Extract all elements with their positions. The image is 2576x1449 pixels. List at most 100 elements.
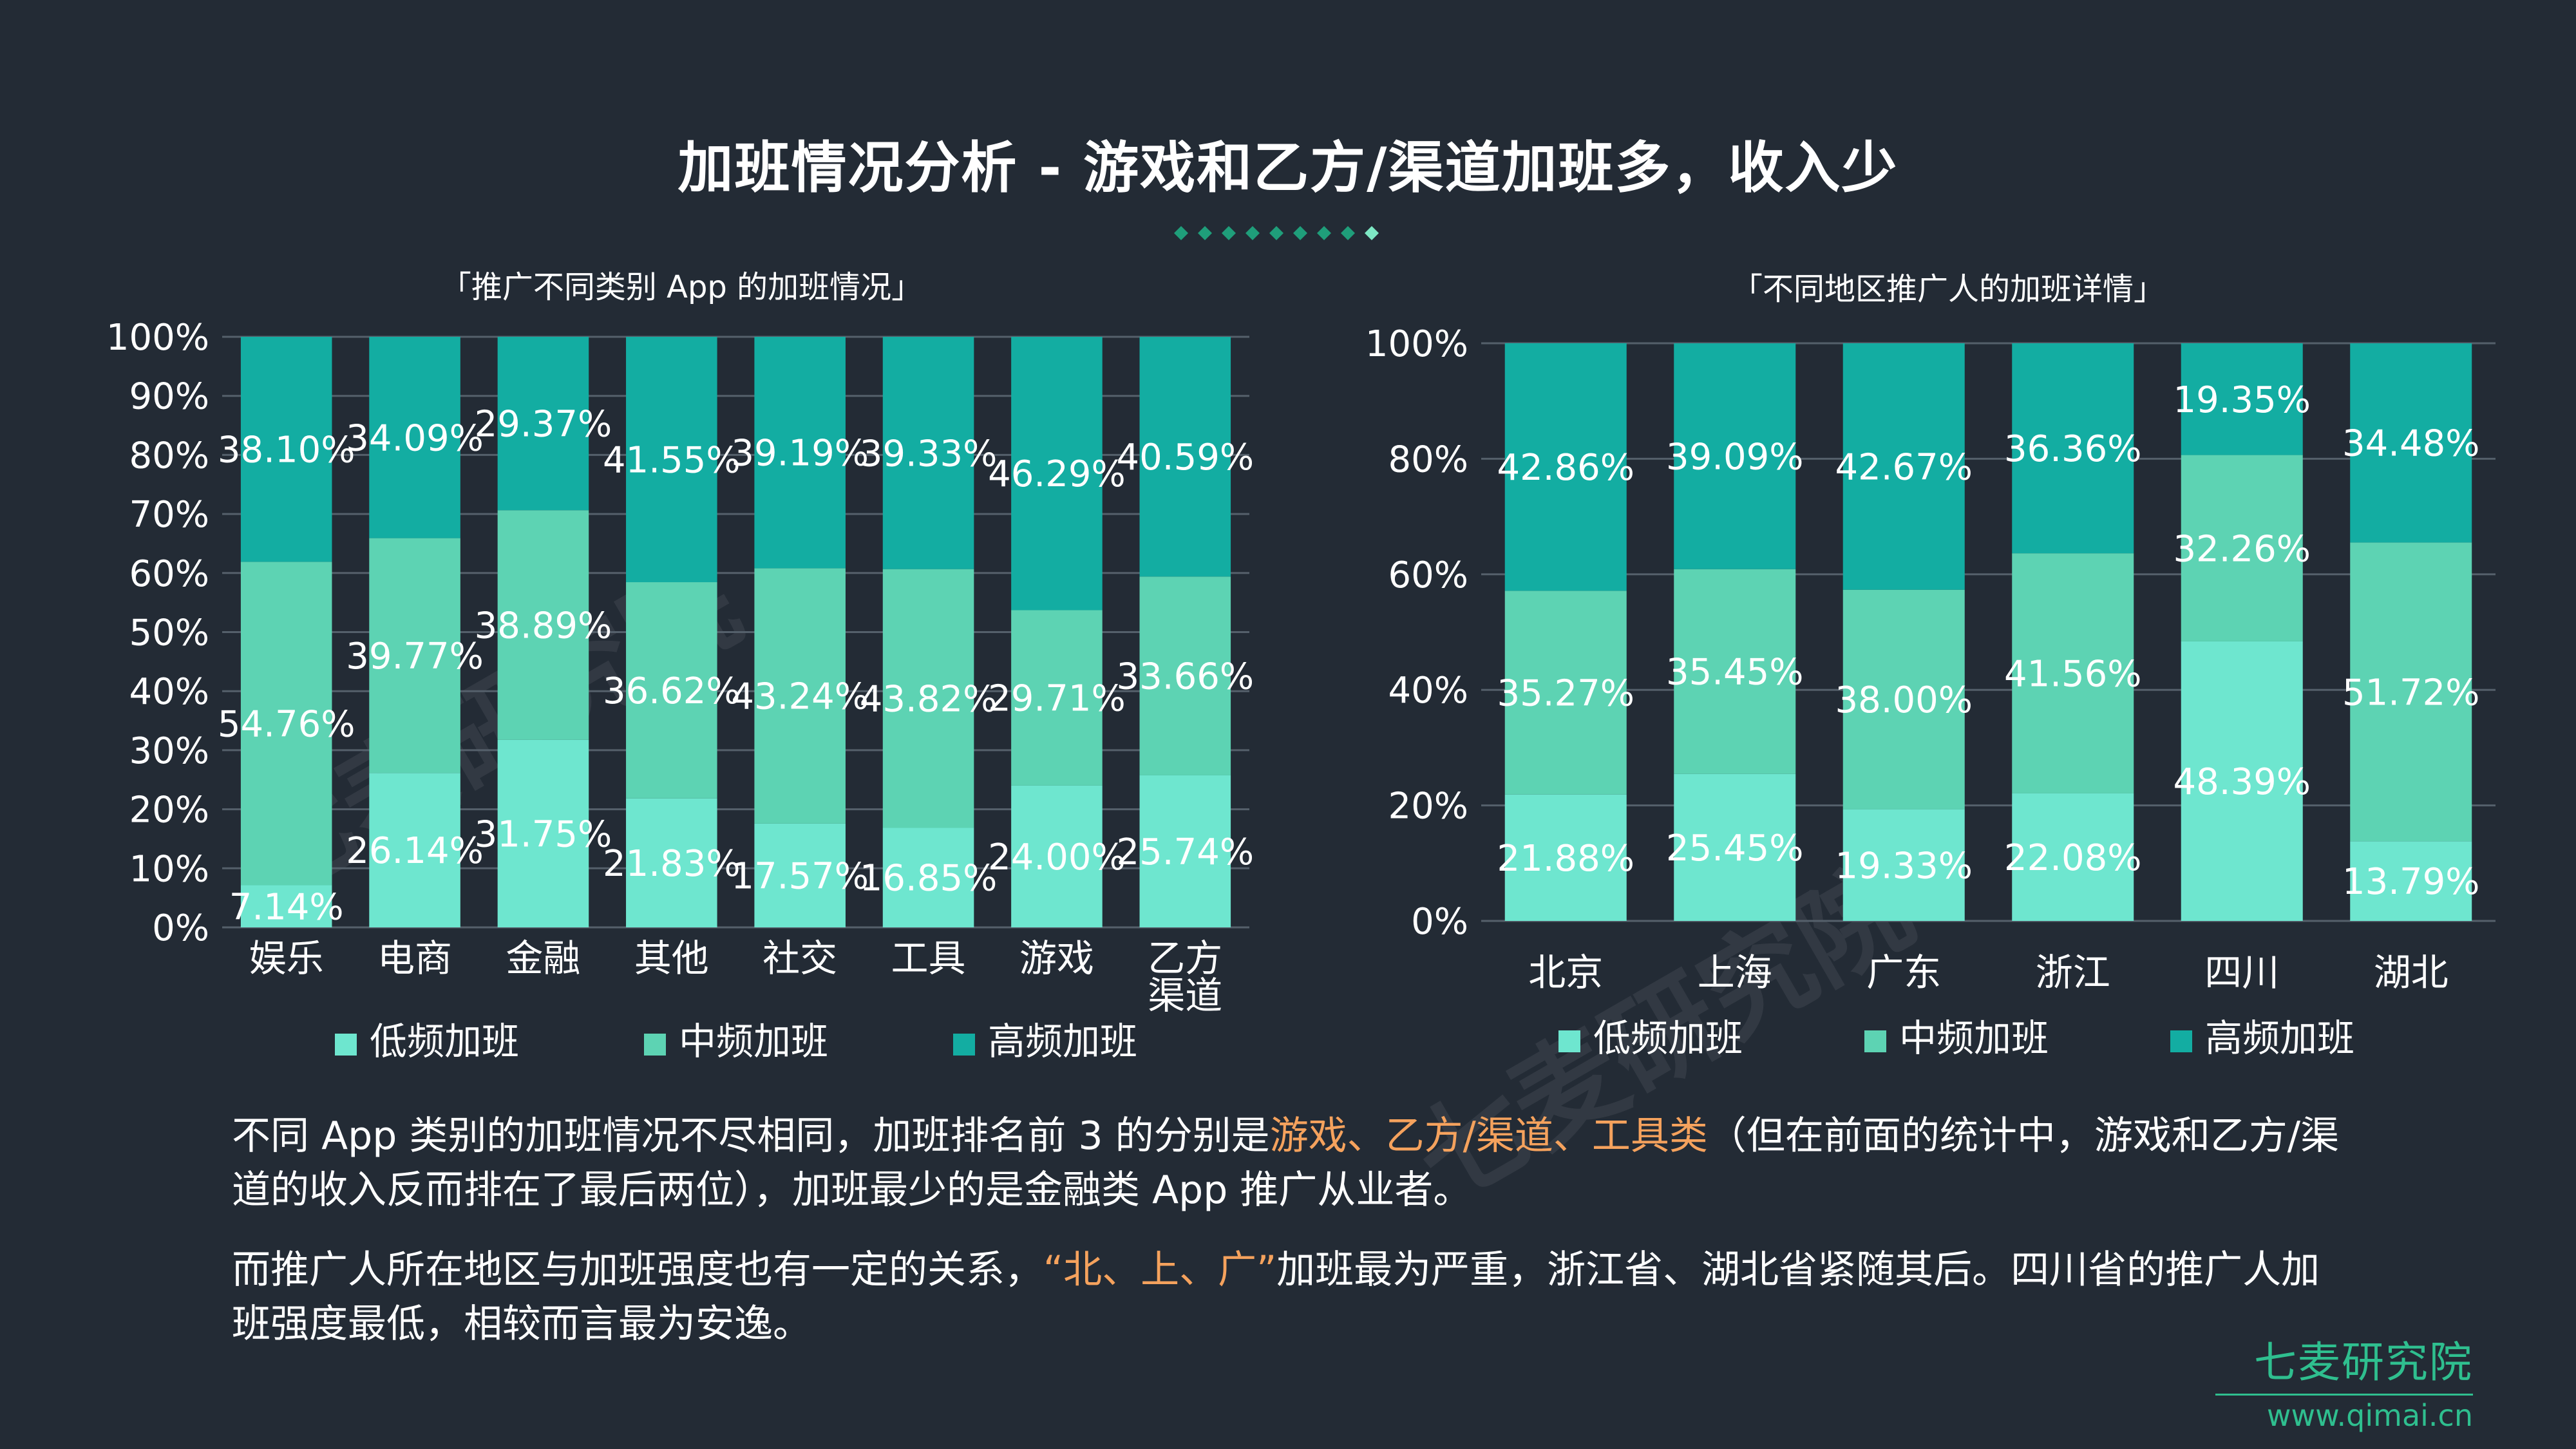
y-tick-label: 10%: [129, 848, 209, 890]
data-label: 31.75%: [475, 813, 612, 855]
x-tick-label-line: 工具: [891, 936, 966, 980]
chart-title: 「推广不同类别 App 的加班情况」: [440, 269, 922, 305]
diamond-dot-icon: [1341, 226, 1355, 240]
bar-segment: [497, 510, 589, 740]
chart-title: 「不同地区推广人的加班详情」: [1732, 271, 2164, 307]
legend-label: 高频加班: [988, 1019, 1137, 1063]
data-label: 7.14%: [229, 886, 344, 928]
paragraph-text: 加班最为严重，浙江省、湖北省紧随其后。四川省的推广人加班强度最低，相较而言最为安…: [232, 1247, 2320, 1347]
data-label: 51.72%: [2342, 672, 2480, 714]
bar-segment: [2012, 343, 2134, 554]
bar-segment: [1674, 569, 1796, 774]
data-label: 22.08%: [2004, 837, 2142, 879]
x-tick-label: 社交: [762, 936, 837, 980]
bar-segment: [369, 773, 460, 927]
legend-label: 低频加班: [1593, 1016, 1743, 1060]
bar-segment: [882, 569, 974, 828]
x-tick-label-line: 浙江: [2036, 951, 2110, 994]
data-label: 16.85%: [860, 858, 998, 900]
bar-segment: [1504, 591, 1627, 795]
data-label: 38.89%: [475, 605, 612, 647]
data-label: 43.82%: [860, 679, 998, 721]
y-tick-label: 70%: [129, 494, 209, 536]
data-label: 29.71%: [988, 678, 1126, 720]
data-label: 46.29%: [988, 453, 1126, 495]
bar-segment: [626, 798, 717, 927]
bar-segment: [2350, 841, 2472, 921]
y-tick-label: 40%: [1388, 670, 1468, 712]
x-tick-label: 湖北: [2374, 951, 2448, 994]
data-label: 38.00%: [1835, 679, 1973, 721]
bar-segment: [882, 828, 974, 927]
y-tick-label: 60%: [129, 553, 209, 595]
diamond-dot-icon: [1245, 226, 1260, 240]
y-tick-label: 100%: [106, 317, 209, 359]
x-tick-label-line: 渠道: [1148, 974, 1222, 1018]
paragraph-text: 而推广人所在地区与加班强度也有一定的关系，: [232, 1247, 1043, 1293]
brand-name: 七麦研究院: [2254, 1338, 2473, 1387]
data-label: 42.67%: [1835, 446, 1973, 488]
bar-segment: [754, 568, 846, 824]
diamond-dot-icon: [1365, 226, 1379, 240]
diamond-dot-icon: [1198, 226, 1212, 240]
data-label: 36.36%: [2004, 428, 2142, 470]
bar-segment: [2181, 455, 2303, 641]
brand-url: www.qimai.cn: [2266, 1398, 2473, 1433]
data-label: 40.59%: [1117, 437, 1255, 478]
bar-segment: [2350, 343, 2472, 543]
diamond-dot-icon: [1293, 226, 1307, 240]
y-tick-label: 40%: [129, 671, 209, 713]
bar-segment: [2181, 641, 2303, 921]
x-tick-label: 其他: [634, 936, 709, 980]
bar-segment: [2181, 343, 2303, 455]
data-label: 41.55%: [603, 440, 741, 482]
data-label: 17.57%: [731, 855, 869, 897]
legend-label: 低频加班: [370, 1019, 519, 1063]
data-label: 29.37%: [475, 404, 612, 446]
y-tick-label: 90%: [129, 376, 209, 418]
x-tick-label-line: 四川: [2204, 951, 2279, 994]
x-tick-label: 工具: [891, 936, 966, 980]
bar-segment: [1011, 337, 1103, 611]
legend-swatch: [335, 1034, 357, 1056]
page-title: 加班情况分析 - 游戏和乙方/渠道加班多，收入少: [677, 136, 1899, 200]
bar-segment: [1842, 343, 1965, 590]
paragraph-regions: 而推广人所在地区与加班强度也有一定的关系，“北、上、广”加班最为严重，浙江省、湖…: [232, 1243, 2357, 1351]
diamond-dot-icon: [1222, 226, 1236, 240]
data-label: 19.35%: [2173, 379, 2311, 421]
paragraph-text: （但在前面的统计中，游戏和乙方/渠道的收入反而排在了最后两位），加班最少的是金融…: [232, 1113, 2340, 1213]
bar-segment: [2012, 793, 2134, 921]
bar-segment: [1674, 343, 1796, 569]
bar-segment: [1674, 773, 1796, 921]
data-label: 21.88%: [1497, 838, 1634, 880]
y-tick-label: 0%: [1411, 901, 1468, 943]
legend-swatch: [1864, 1030, 1886, 1052]
x-tick-label-line: 金融: [506, 936, 580, 980]
data-label: 41.56%: [2004, 654, 2142, 696]
legend-swatch: [1558, 1030, 1580, 1052]
data-label: 38.10%: [218, 430, 355, 471]
diamond-dot-icon: [1269, 226, 1283, 240]
x-tick-label-line: 上海: [1698, 951, 1772, 994]
x-tick-label: 广东: [1866, 951, 1941, 994]
bar-segment: [1011, 785, 1103, 927]
bar-segment: [626, 582, 717, 799]
diamond-dot-icon: [1174, 226, 1188, 240]
data-label: 42.86%: [1497, 447, 1634, 489]
x-tick-label-line: 电商: [377, 936, 452, 980]
x-tick-label-line: 娱乐: [249, 936, 324, 980]
y-tick-label: 20%: [1388, 786, 1468, 828]
data-label: 35.27%: [1497, 673, 1634, 715]
x-tick-label-line: 湖北: [2374, 951, 2448, 994]
data-label: 43.24%: [731, 676, 869, 718]
y-tick-label: 20%: [129, 790, 209, 831]
bar-segment: [2350, 542, 2472, 842]
bar-segment: [240, 562, 332, 886]
data-label: 36.62%: [603, 670, 741, 712]
data-label: 39.09%: [1666, 436, 1804, 478]
bar-segment: [1504, 794, 1627, 921]
brand-logo: 七麦研究院 www.qimai.cn: [2215, 1328, 2473, 1433]
x-tick-label: 娱乐: [249, 936, 324, 980]
x-tick-label: 上海: [1698, 951, 1772, 994]
